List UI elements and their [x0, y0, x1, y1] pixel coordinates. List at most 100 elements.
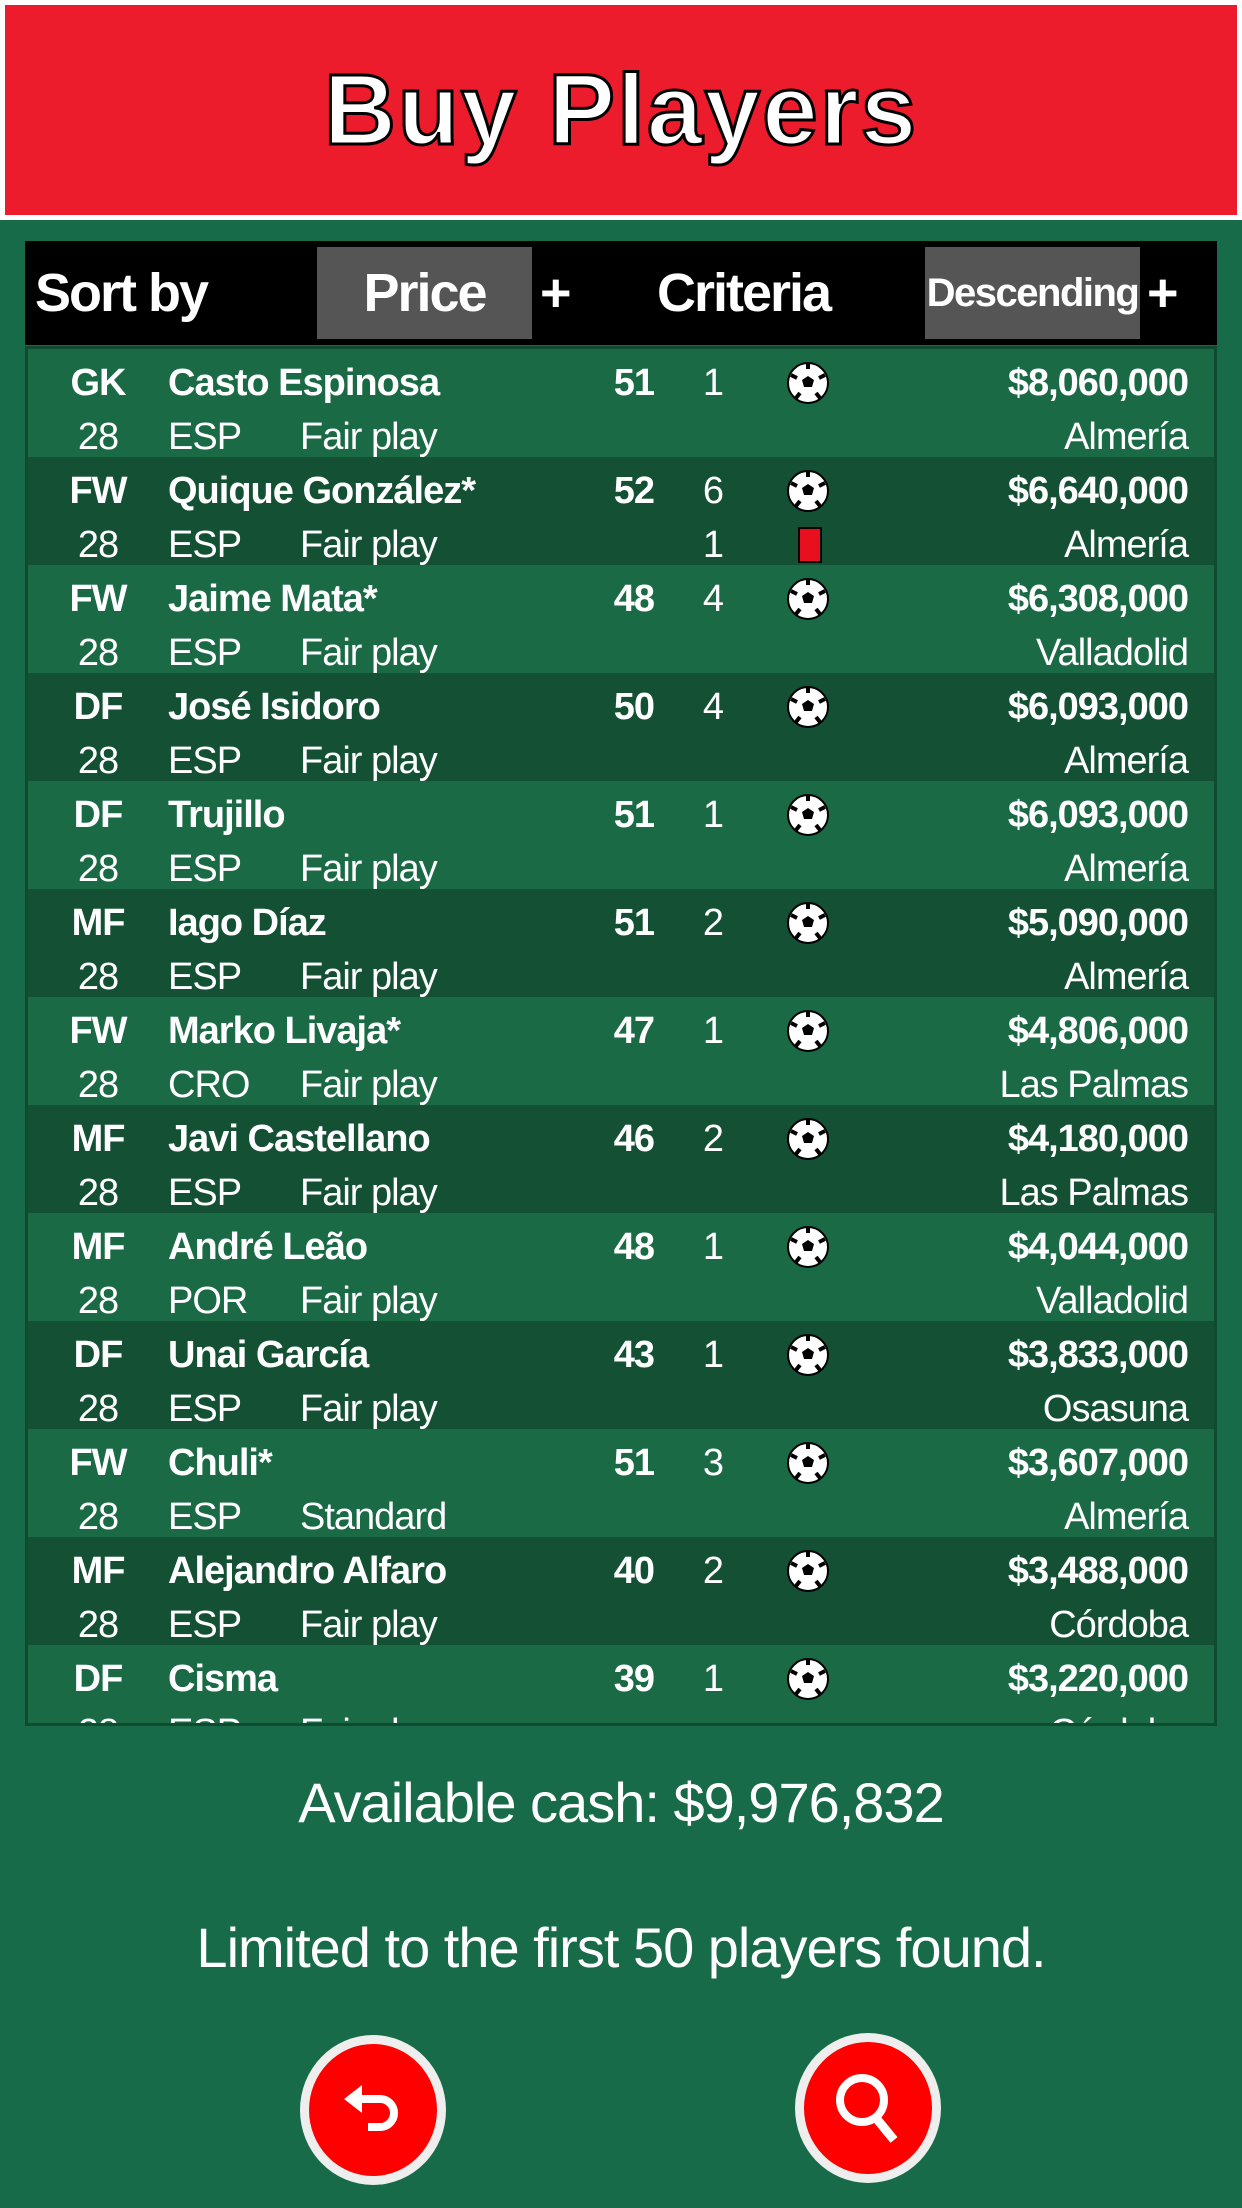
player-club: Córdoba	[1049, 1604, 1189, 1646]
available-cash: Available cash: $9,976,832	[298, 1771, 944, 1834]
player-count: 4	[702, 686, 724, 728]
player-club: Córdoba	[1049, 1711, 1189, 1723]
player-nationality: ESP	[168, 1496, 242, 1538]
player-row[interactable]: FW Chuli* 51 3 $3,607,000 28 ESP Standard Almerí…	[28, 1429, 1214, 1538]
player-row[interactable]: DF Unai García 43 1 $3,833,000 28 ESP Fair play…	[28, 1321, 1214, 1430]
player-position: FW	[69, 470, 127, 512]
player-rating: 51	[613, 794, 655, 836]
player-club: Almería	[1064, 524, 1189, 566]
player-row[interactable]: DF José Isidoro 50 4 $6,093,000 28 ESP Fair pla…	[28, 673, 1214, 782]
player-style: Fair play	[300, 524, 438, 566]
player-style: Fair play	[300, 1172, 438, 1214]
player-row[interactable]: FW Quique González* 52 6 $6,640,000 28 ESP Fair…	[28, 457, 1214, 566]
player-style: Fair play	[300, 416, 438, 458]
player-style: Fair play	[300, 1280, 438, 1322]
player-rating: 39	[613, 1658, 655, 1700]
player-rating: 46	[613, 1118, 655, 1160]
sort-order-plus-button[interactable]: +	[1147, 263, 1179, 323]
player-style: Fair play	[300, 1388, 438, 1430]
search-icon	[836, 2074, 898, 2143]
player-club: Valladolid	[1036, 1280, 1189, 1322]
player-position: GK	[70, 362, 127, 404]
soccer-ball-icon	[786, 1225, 832, 1271]
player-nationality: ESP	[168, 848, 242, 890]
player-count: 3	[702, 1442, 724, 1484]
player-count: 2	[702, 902, 724, 944]
player-row[interactable]: DF Trujillo 51 1 $6,093,000 28 ESP Fair play Alm…	[28, 781, 1214, 890]
player-age: 28	[77, 416, 119, 458]
player-count: 2	[702, 1550, 724, 1592]
soccer-ball-icon	[786, 901, 832, 947]
player-position: FW	[69, 1010, 127, 1052]
player-name: Cisma	[168, 1658, 278, 1700]
soccer-ball-icon	[786, 1117, 832, 1163]
player-club: Las Palmas	[999, 1172, 1189, 1214]
player-nationality: ESP	[168, 1711, 242, 1723]
player-name: André Leão	[168, 1226, 368, 1268]
player-row[interactable]: MF Iago Díaz 51 2 $5,090,000 28 ESP Fair play Al…	[28, 889, 1214, 998]
player-age: 28	[77, 1172, 119, 1214]
player-row[interactable]: FW Marko Livaja* 47 1 $4,806,000 28 CRO Fair pl…	[28, 997, 1214, 1106]
player-age: 28	[77, 524, 119, 566]
player-row[interactable]: MF André Leão 48 1 $4,044,000 28 POR Fair play V…	[28, 1213, 1214, 1322]
player-age: 28	[77, 740, 119, 782]
soccer-ball-icon	[786, 1657, 832, 1703]
player-row[interactable]: MF Alejandro Alfaro 40 2 $3,488,000 28 ESP Fair…	[28, 1537, 1214, 1646]
player-position: DF	[73, 1334, 124, 1376]
player-count: 4	[702, 578, 724, 620]
player-count: 1	[702, 1658, 724, 1700]
player-count: 6	[702, 470, 724, 512]
player-name: Chuli*	[168, 1442, 273, 1484]
player-rating: 48	[613, 1226, 655, 1268]
player-price: $3,220,000	[1007, 1658, 1189, 1700]
player-count: 1	[702, 794, 724, 836]
sort-field-plus-button[interactable]: +	[540, 263, 572, 323]
player-position: MF	[71, 1118, 126, 1160]
player-count: 1	[702, 1334, 724, 1376]
sort-field-button[interactable]: Price	[317, 247, 532, 339]
player-age: 28	[77, 1388, 119, 1430]
player-nationality: ESP	[168, 956, 242, 998]
player-row[interactable]: FW Jaime Mata* 48 4 $6,308,000 28 ESP Fair play…	[28, 565, 1214, 674]
soccer-ball-icon	[786, 1333, 832, 1379]
player-club: Almería	[1064, 1496, 1189, 1538]
player-position: FW	[69, 578, 127, 620]
player-price: $6,093,000	[1007, 794, 1189, 836]
player-nationality: ESP	[168, 1604, 242, 1646]
player-list[interactable]: GK Casto Espinosa 51 1 $8,060,000 28 ESP Fair p…	[25, 346, 1217, 1726]
player-nationality: ESP	[168, 524, 242, 566]
player-nationality: ESP	[168, 416, 242, 458]
player-style: Standard	[300, 1496, 447, 1538]
back-arrow-icon	[344, 2085, 398, 2131]
player-name: Casto Espinosa	[168, 362, 440, 404]
player-price: $3,488,000	[1007, 1550, 1189, 1592]
criteria-button[interactable]: Criteria	[657, 263, 832, 323]
red-card-icon	[798, 527, 822, 563]
player-price: $4,044,000	[1007, 1226, 1189, 1268]
search-button[interactable]	[795, 2033, 941, 2183]
soccer-ball-icon	[786, 1441, 832, 1487]
player-price: $3,607,000	[1007, 1442, 1189, 1484]
sort-by-label: Sort by	[35, 263, 209, 323]
player-row[interactable]: MF Javi Castellano 46 2 $4,180,000 28 ESP Fair …	[28, 1105, 1214, 1214]
sort-order-button[interactable]: Descending	[925, 247, 1140, 339]
sort-bar: Sort by Price + Criteria Descending +	[25, 241, 1217, 345]
player-rating: 40	[613, 1550, 655, 1592]
player-row[interactable]: GK Casto Espinosa 51 1 $8,060,000 28 ESP Fair p…	[28, 349, 1214, 458]
player-price: $3,833,000	[1007, 1334, 1189, 1376]
player-row[interactable]: DF Cisma 39 1 $3,220,000 28 ESP Fair play Córdob…	[28, 1645, 1214, 1723]
player-style: Fair play	[300, 1604, 438, 1646]
player-club: Almería	[1064, 848, 1189, 890]
player-style: Fair play	[300, 1064, 438, 1106]
player-rating: 51	[613, 902, 655, 944]
player-style: Fair play	[300, 848, 438, 890]
player-price: $6,093,000	[1007, 686, 1189, 728]
player-position: MF	[71, 1550, 126, 1592]
soccer-ball-icon	[786, 361, 832, 407]
player-age: 28	[77, 1604, 119, 1646]
soccer-ball-icon	[786, 685, 832, 731]
soccer-ball-icon	[786, 1009, 832, 1055]
player-position: MF	[71, 1226, 126, 1268]
player-nationality: ESP	[168, 1388, 242, 1430]
back-button[interactable]	[300, 2035, 446, 2185]
